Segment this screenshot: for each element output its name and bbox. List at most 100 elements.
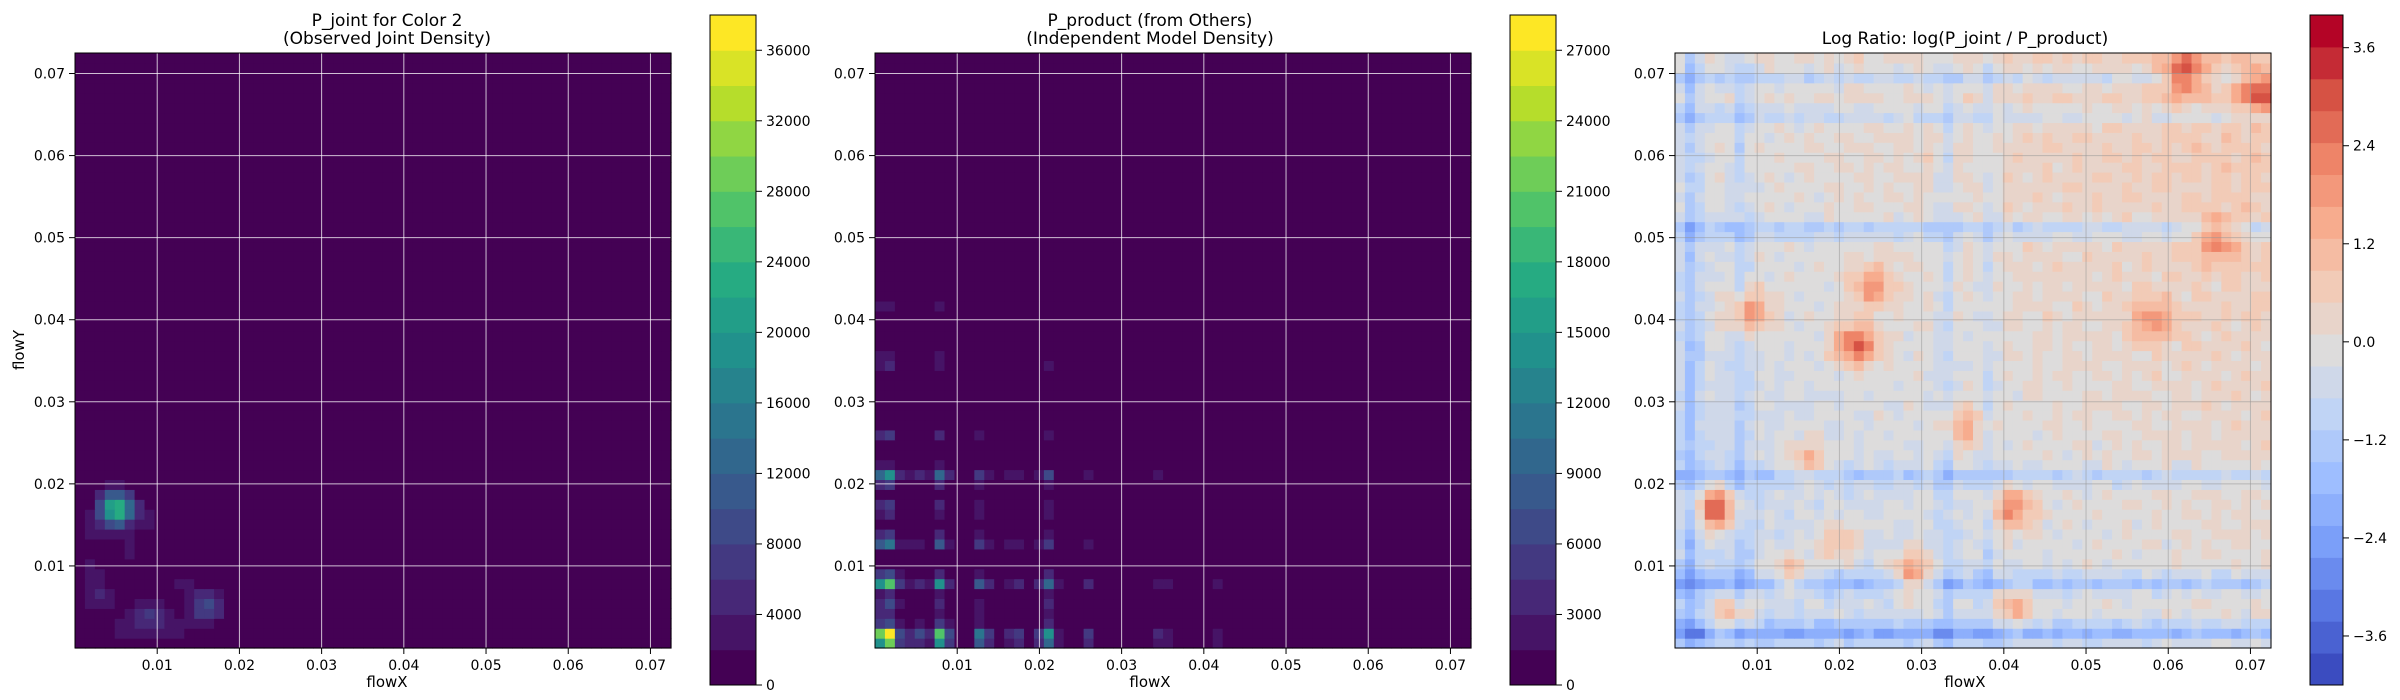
heatmap-cell bbox=[581, 410, 593, 421]
heatmap-cell bbox=[144, 400, 156, 411]
heatmap-cell bbox=[482, 489, 493, 500]
heatmap-cell bbox=[432, 271, 444, 282]
heatmap-cell bbox=[224, 360, 235, 371]
heatmap-cell bbox=[611, 628, 622, 639]
heatmap-cell bbox=[502, 72, 513, 84]
heatmap-cell bbox=[104, 439, 116, 451]
heatmap-cell bbox=[1212, 568, 1224, 580]
heatmap-cell bbox=[502, 479, 513, 490]
heatmap-cell bbox=[1411, 519, 1422, 530]
heatmap-cell bbox=[1113, 618, 1124, 629]
heatmap-cell bbox=[343, 489, 354, 500]
heatmap-cell bbox=[94, 251, 106, 262]
heatmap-cell bbox=[303, 92, 314, 104]
heatmap-cell bbox=[581, 638, 593, 649]
heatmap-cell bbox=[571, 608, 583, 619]
heatmap-cell bbox=[1043, 509, 1055, 520]
heatmap-cell bbox=[541, 251, 553, 262]
heatmap-cell bbox=[273, 271, 285, 282]
heatmap-cell bbox=[154, 251, 165, 262]
heatmap-cell bbox=[551, 271, 563, 282]
heatmap-cell bbox=[84, 618, 96, 629]
heatmap-cell bbox=[1431, 489, 1442, 500]
heatmap-cell bbox=[323, 320, 334, 332]
heatmap-cell bbox=[944, 638, 956, 649]
heatmap-cell bbox=[432, 638, 444, 649]
heatmap-cell bbox=[462, 439, 473, 451]
heatmap-cell bbox=[373, 558, 384, 570]
heatmap-cell bbox=[641, 271, 652, 282]
heatmap-cell bbox=[124, 251, 136, 262]
heatmap-cell bbox=[974, 519, 985, 530]
heatmap-cell bbox=[402, 172, 414, 183]
heatmap-cell bbox=[363, 529, 374, 540]
heatmap-cell bbox=[303, 53, 314, 64]
heatmap-cell bbox=[114, 181, 126, 193]
heatmap-cell bbox=[1103, 489, 1114, 500]
heatmap-cell bbox=[333, 112, 344, 124]
heatmap-cell bbox=[1103, 628, 1114, 639]
heatmap-cell bbox=[924, 509, 936, 520]
heatmap-cell bbox=[482, 231, 493, 243]
heatmap-cell bbox=[551, 380, 563, 391]
heatmap-cell bbox=[1242, 489, 1254, 500]
heatmap-cell bbox=[1292, 479, 1303, 490]
heatmap-cell bbox=[581, 479, 593, 490]
heatmap-cell bbox=[1103, 479, 1114, 490]
heatmap-cell bbox=[571, 72, 583, 84]
heatmap-cell bbox=[571, 271, 583, 282]
heatmap-cell bbox=[1401, 529, 1412, 540]
heatmap-cell bbox=[432, 221, 444, 233]
heatmap-cell bbox=[174, 132, 185, 143]
heatmap-cell bbox=[1173, 429, 1184, 441]
heatmap-cell bbox=[283, 172, 295, 183]
heatmap-cell bbox=[164, 538, 175, 550]
heatmap-cell bbox=[363, 360, 374, 371]
heatmap-cell bbox=[154, 231, 165, 243]
heatmap-cell bbox=[313, 102, 324, 114]
heatmap-cell bbox=[224, 628, 235, 639]
heatmap-cell bbox=[124, 529, 136, 540]
heatmap-cell bbox=[522, 588, 533, 600]
heatmap-cell bbox=[661, 82, 672, 94]
heatmap-cell bbox=[114, 598, 126, 609]
heatmap-cell bbox=[1451, 598, 1462, 609]
heatmap-cell bbox=[1053, 509, 1065, 520]
heatmap-cell bbox=[323, 618, 334, 629]
heatmap-cell bbox=[104, 261, 116, 272]
heatmap-cell bbox=[104, 410, 116, 421]
heatmap-cell bbox=[432, 459, 444, 471]
heatmap-cell bbox=[303, 419, 314, 431]
heatmap-cell bbox=[84, 558, 96, 570]
heatmap-cell bbox=[412, 608, 424, 619]
heatmap-cell bbox=[164, 608, 175, 619]
heatmap-cell bbox=[184, 72, 195, 84]
heatmap-cell bbox=[651, 92, 662, 104]
heatmap-cell bbox=[1024, 499, 1035, 510]
heatmap-cell bbox=[382, 102, 394, 114]
heatmap-cell bbox=[412, 628, 424, 639]
heatmap-cell bbox=[522, 519, 533, 530]
heatmap-cell bbox=[571, 638, 583, 649]
heatmap-cell bbox=[84, 489, 96, 500]
heatmap-cell bbox=[611, 588, 622, 600]
heatmap-cell bbox=[412, 538, 424, 550]
heatmap-cell bbox=[382, 310, 394, 322]
heatmap-cell bbox=[641, 340, 652, 352]
heatmap-cell bbox=[373, 72, 384, 84]
heatmap-cell bbox=[631, 102, 642, 114]
heatmap-cell bbox=[333, 340, 344, 352]
heatmap-cell bbox=[904, 519, 916, 530]
heatmap-cell bbox=[1331, 459, 1343, 471]
heatmap-cell bbox=[353, 489, 364, 500]
heatmap-cell bbox=[1232, 608, 1244, 619]
heatmap-cell bbox=[1113, 459, 1124, 471]
heatmap-cell bbox=[641, 92, 652, 104]
heatmap-cell bbox=[1322, 459, 1333, 471]
heatmap-cell bbox=[363, 439, 374, 451]
heatmap-cell bbox=[94, 320, 106, 332]
heatmap-cell bbox=[224, 538, 235, 550]
heatmap-cell bbox=[94, 211, 106, 223]
heatmap-cell bbox=[343, 459, 354, 471]
heatmap-cell bbox=[482, 469, 493, 481]
